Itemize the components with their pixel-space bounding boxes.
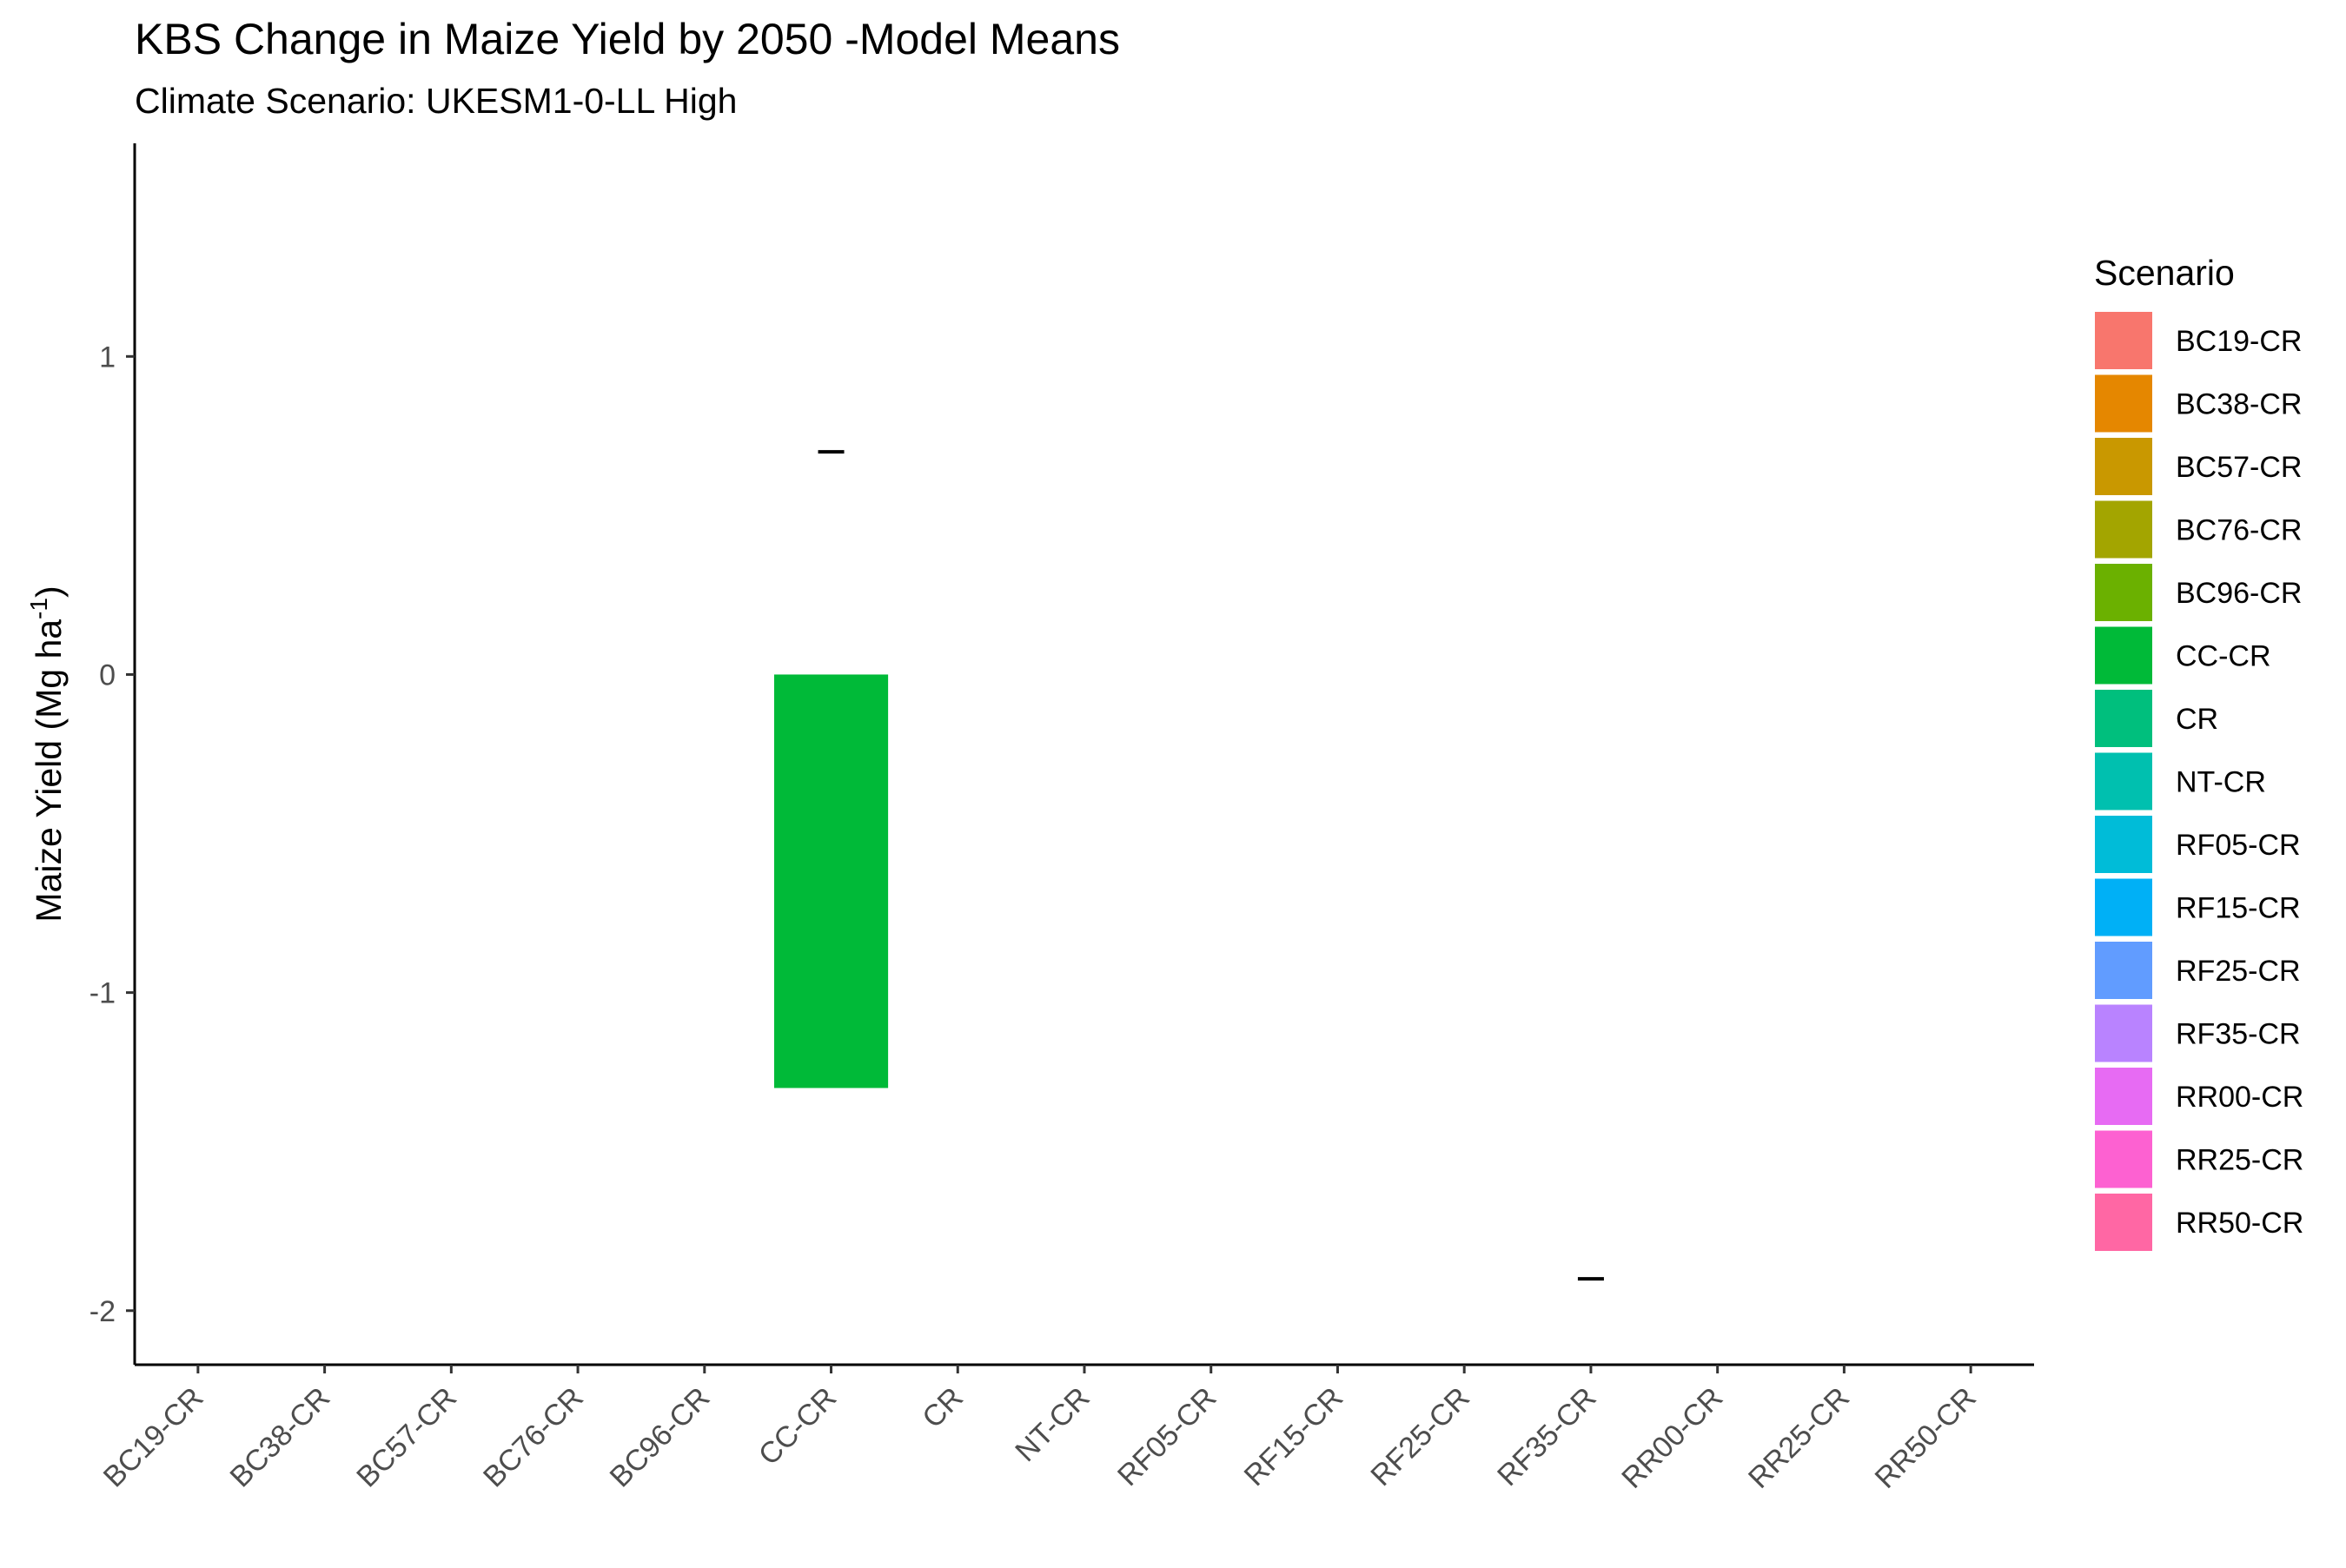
legend-key-rf15-cr [2093,877,2154,938]
legend-key-rf05-cr [2093,814,2154,875]
legend-label-rf35-cr: RF35-CR [2176,1018,2301,1051]
legend-key-cr [2093,688,2154,749]
legend-label-cr: CR [2176,703,2218,736]
x-ticks: BC19-CR BC38-CR BC57-CR BC76-CR BC96-CR CC-CR… [97,1365,1983,1495]
legend-key-bc96-cr [2093,562,2154,623]
x-tick-label: RR00-CR [1615,1381,1729,1495]
legend-title: Scenario [2094,253,2235,293]
x-tick-label: CR [916,1381,970,1435]
x-tick-label: RF15-CR [1238,1381,1349,1492]
legend-key-bc38-cr [2093,373,2154,434]
legend-label-cc-cr: CC-CR [2176,640,2271,673]
legend-label-rf15-cr: RF15-CR [2176,892,2301,925]
chart-title: KBS Change in Maize Yield by 2050 -Model… [135,15,1120,63]
x-tick-label: NT-CR [1009,1381,1096,1468]
legend-key-bc19-cr [2093,310,2154,371]
legend-key-rr50-cr [2093,1192,2154,1253]
legend-key-rr25-cr [2093,1128,2154,1190]
x-tick-label: BC76-CR [477,1381,590,1494]
bar-cc-cr [773,674,889,1088]
legend-key-rf25-cr [2093,940,2154,1001]
legend-key-cc-cr [2093,625,2154,686]
legend-key-rr00-cr [2093,1066,2154,1127]
legend-key-bc76-cr [2093,499,2154,560]
x-tick-label: RR25-CR [1742,1381,1856,1495]
legend-label-bc76-cr: BC76-CR [2176,514,2302,547]
legend-label-rr00-cr: RR00-CR [2176,1081,2303,1114]
y-axis-title-main: Maize Yield (Mg ha [29,619,69,923]
legend-key-bc57-cr [2093,436,2154,497]
y-tick-label: -2 [89,1295,116,1328]
legend-label-nt-cr: NT-CR [2176,766,2266,799]
x-tick-label: BC38-CR [224,1381,337,1494]
x-tick-label: BC57-CR [350,1381,463,1494]
legend: Scenario BC19-CR BC38-CR BC57-CR BC76-CR BC9… [2093,253,2303,1253]
legend-label-bc38-cr: BC38-CR [2176,388,2302,421]
chart-subtitle: Climate Scenario: UKESM1-0-LL High [135,81,737,121]
legend-label-bc19-cr: BC19-CR [2176,325,2302,358]
legend-key-rf35-cr [2093,1002,2154,1064]
legend-label-rr50-cr: RR50-CR [2176,1207,2303,1240]
x-tick-label: RF05-CR [1111,1381,1223,1492]
bars-layer [773,674,889,1088]
y-axis-title-superscript: -1 [25,598,52,619]
error-caps-layer [818,450,1604,1281]
plot-area: -2 -1 0 1 BC19-CR BC38-CR BC57-CR BC76-CR BC96-… [89,143,2034,1495]
y-axis-title-suffix: ) [29,586,69,598]
y-tick-label: -1 [89,977,116,1010]
x-tick-label: BC96-CR [604,1381,717,1494]
x-tick-label: BC19-CR [97,1381,210,1494]
legend-label-bc96-cr: BC96-CR [2176,577,2302,610]
x-tick-label: RR50-CR [1869,1381,1983,1495]
legend-label-rf05-cr: RF05-CR [2176,829,2301,862]
x-tick-label: RF35-CR [1491,1381,1602,1492]
y-axis-title: Maize Yield (Mg ha-1) [25,586,69,922]
y-tick-label: 1 [99,341,116,374]
x-tick-label: RF25-CR [1364,1381,1475,1492]
legend-items: BC19-CR BC38-CR BC57-CR BC76-CR BC96-CR CC-CR… [2093,310,2303,1253]
legend-label-rf25-cr: RF25-CR [2176,955,2301,988]
x-tick-label: CC-CR [752,1381,843,1472]
y-ticks: -2 -1 0 1 [89,341,135,1328]
legend-label-rr25-cr: RR25-CR [2176,1144,2303,1177]
legend-label-bc57-cr: BC57-CR [2176,451,2302,484]
y-tick-label: 0 [99,658,116,691]
legend-key-nt-cr [2093,751,2154,812]
